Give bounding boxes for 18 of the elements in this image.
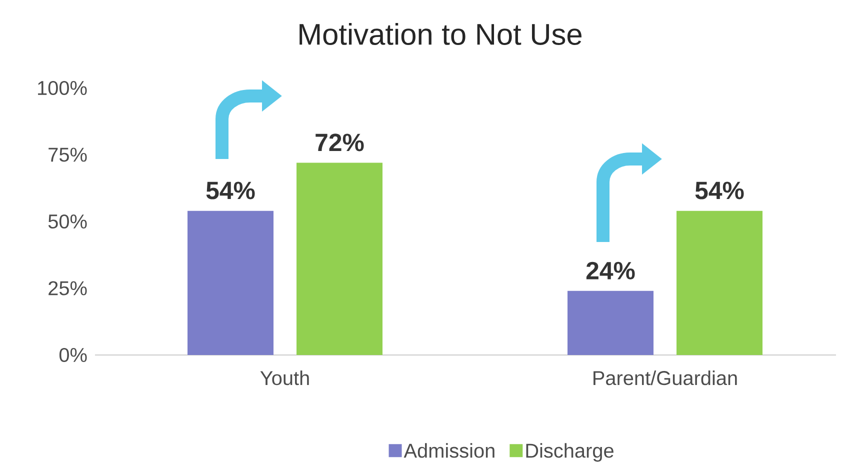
bar [568, 290, 654, 355]
y-tick-label: 0% [59, 348, 87, 362]
x-tick-label: Youth [260, 370, 309, 386]
y-tick-label: 25% [48, 281, 87, 296]
x-tick-label: Parent/Guardian [594, 370, 737, 386]
y-tick-label: 100% [38, 80, 87, 96]
data-label: 24% [586, 262, 635, 280]
legend-label: Discharge [526, 443, 614, 462]
bar [676, 210, 763, 355]
y-tick-label: 50% [48, 214, 87, 229]
y-tick-label: 75% [48, 148, 87, 162]
data-label: 54% [695, 182, 744, 200]
legend-label: Admission [404, 443, 494, 458]
chart-title: Motivation to Not Use [300, 23, 582, 45]
bar [296, 162, 383, 355]
data-label: 54% [206, 182, 255, 200]
data-label: 72% [316, 134, 364, 152]
bar [188, 210, 274, 355]
